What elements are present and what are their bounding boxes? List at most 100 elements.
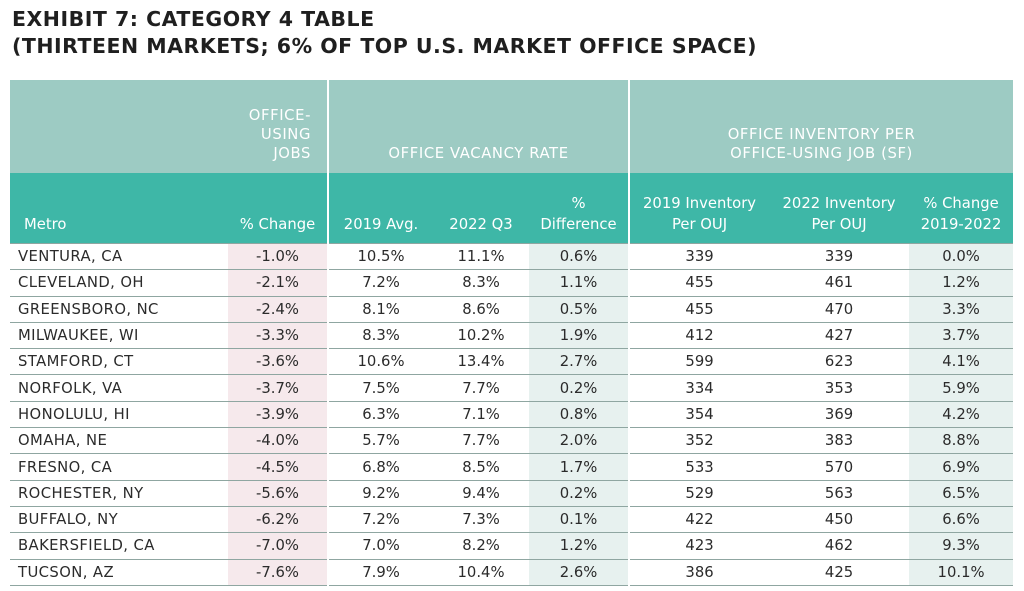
- cell-metro: VENTURA, CA: [10, 242, 228, 271]
- cell-jobs-change: -2.4%: [228, 296, 329, 323]
- cell-vacancy-2019: 7.2%: [327, 269, 434, 297]
- cell-inventory-2019: 412: [628, 322, 770, 350]
- col-header-inventory-change-line-1: % Change: [923, 195, 999, 212]
- cell-inventory-2022: 427: [769, 322, 910, 350]
- cell-vacancy-2022: 8.2%: [433, 532, 530, 560]
- cell-vacancy-2019: 7.9%: [327, 559, 434, 586]
- col-header-2022-inventory-line-1: 2022 Inventory: [782, 195, 896, 212]
- cell-metro: FRESNO, CA: [10, 453, 228, 481]
- cell-vacancy-2019: 5.7%: [327, 427, 434, 455]
- cell-jobs-change: -3.7%: [228, 374, 329, 402]
- col-header-2019-inventory: 2019 Inventory Per OUJ: [628, 173, 770, 244]
- cell-jobs-change: -3.3%: [228, 322, 329, 350]
- cell-vacancy-2022: 8.6%: [433, 296, 530, 323]
- cell-inventory-2022: 461: [769, 269, 910, 297]
- cell-vacancy-2022: 8.5%: [433, 453, 530, 481]
- cell-inventory-2019: 354: [628, 401, 770, 429]
- cell-inventory-change: 5.9%: [909, 374, 1014, 402]
- cell-jobs-change: -7.6%: [228, 559, 329, 586]
- cell-inventory-2022: 470: [769, 296, 910, 323]
- cell-vacancy-2022: 7.3%: [433, 506, 530, 534]
- group-inventory-line-2: OFFICE-USING JOB (SF): [730, 145, 913, 162]
- cell-metro: OMAHA, NE: [10, 427, 228, 455]
- cell-vacancy-2019: 7.5%: [327, 374, 434, 402]
- cell-inventory-2019: 455: [628, 296, 770, 323]
- title-line-1: EXHIBIT 7: CATEGORY 4 TABLE: [12, 7, 375, 31]
- cell-vacancy-difference: 1.2%: [529, 532, 630, 560]
- cell-inventory-2022: 353: [769, 374, 910, 402]
- cell-jobs-change: -1.0%: [228, 242, 329, 271]
- cell-vacancy-difference: 0.1%: [529, 506, 630, 534]
- cell-metro: BAKERSFIELD, CA: [10, 532, 228, 560]
- cell-metro: BUFFALO, NY: [10, 506, 228, 534]
- cell-inventory-2019: 599: [628, 348, 770, 376]
- cell-inventory-2022: 570: [769, 453, 910, 481]
- cell-inventory-2019: 352: [628, 427, 770, 455]
- cell-metro: HONOLULU, HI: [10, 401, 228, 429]
- cell-vacancy-2019: 9.2%: [327, 480, 434, 507]
- group-inventory-line-1: OFFICE INVENTORY PER: [727, 126, 916, 143]
- cell-inventory-change: 6.9%: [909, 453, 1014, 481]
- table-row: NORFOLK, VA -3.7% 7.5% 7.7% 0.2% 334 353 5.9%: [10, 374, 1014, 402]
- col-header-pct-difference: % Difference: [529, 173, 630, 244]
- col-header-2019-avg: 2019 Avg.: [327, 173, 434, 244]
- col-header-2022-inventory: 2022 Inventory Per OUJ: [769, 173, 910, 244]
- table-row: MILWAUKEE, WI -3.3% 8.3% 10.2% 1.9% 412 427 3.7…: [10, 322, 1014, 350]
- cell-vacancy-2019: 7.0%: [327, 532, 434, 560]
- cell-vacancy-2019: 8.3%: [327, 322, 434, 350]
- cell-vacancy-difference: 1.7%: [529, 453, 630, 481]
- cell-jobs-change: -2.1%: [228, 269, 329, 297]
- cell-vacancy-2019: 10.5%: [327, 242, 434, 271]
- cell-inventory-change: 3.7%: [909, 322, 1014, 350]
- cell-vacancy-2019: 8.1%: [327, 296, 434, 323]
- cell-inventory-2019: 422: [628, 506, 770, 534]
- cell-inventory-change: 4.1%: [909, 348, 1014, 376]
- col-header-pct-difference-line-2: Difference: [540, 216, 617, 233]
- table-row: TUCSON, AZ -7.6% 7.9% 10.4% 2.6% 386 425 10.1%: [10, 559, 1014, 586]
- col-header-2022-inventory-line-2: Per OUJ: [811, 216, 867, 233]
- cell-vacancy-difference: 2.6%: [529, 559, 630, 586]
- cell-metro: CLEVELAND, OH: [10, 269, 228, 297]
- group-jobs-line-1: OFFICE-: [248, 107, 312, 124]
- cell-vacancy-2022: 13.4%: [433, 348, 530, 376]
- cell-inventory-change: 4.2%: [909, 401, 1014, 429]
- title-line-2: (THIRTEEN MARKETS; 6% OF TOP U.S. MARKET…: [12, 34, 758, 58]
- cell-inventory-2019: 529: [628, 480, 770, 507]
- cell-vacancy-difference: 2.0%: [529, 427, 630, 455]
- cell-inventory-change: 1.2%: [909, 269, 1014, 297]
- cell-inventory-change: 8.8%: [909, 427, 1014, 455]
- table-row: HONOLULU, HI -3.9% 6.3% 7.1% 0.8% 354 369 4.2%: [10, 401, 1014, 429]
- cell-inventory-change: 9.3%: [909, 532, 1014, 560]
- cell-inventory-2022: 462: [769, 532, 910, 560]
- col-header-2022-q3: 2022 Q3: [433, 173, 530, 244]
- cell-vacancy-difference: 0.5%: [529, 296, 630, 323]
- cell-inventory-2022: 369: [769, 401, 910, 429]
- table-row: BUFFALO, NY -6.2% 7.2% 7.3% 0.1% 422 450 6.6%: [10, 506, 1014, 534]
- group-jobs-line-3: JOBS: [273, 145, 312, 162]
- cell-jobs-change: -3.9%: [228, 401, 329, 429]
- cell-jobs-change: -4.5%: [228, 453, 329, 481]
- cell-inventory-2019: 339: [628, 242, 770, 271]
- exhibit-title: EXHIBIT 7: CATEGORY 4 TABLE (THIRTEEN MA…: [12, 6, 757, 60]
- col-header-metro: Metro: [10, 173, 228, 244]
- cell-vacancy-2022: 7.7%: [433, 427, 530, 455]
- cell-metro: GREENSBORO, NC: [10, 296, 228, 323]
- cell-vacancy-2022: 10.4%: [433, 559, 530, 586]
- table-row: BAKERSFIELD, CA -7.0% 7.0% 8.2% 1.2% 423 462 9.…: [10, 532, 1014, 560]
- group-header-row: OFFICE- USING JOBS OFFICE VACANCY RATE O…: [10, 80, 1014, 173]
- col-header-pct-difference-line-1: %: [571, 195, 586, 212]
- cell-metro: MILWAUKEE, WI: [10, 322, 228, 350]
- column-header-row: Metro % Change 2019 Avg. 2022 Q3 % Diffe…: [10, 173, 1014, 244]
- table-row: OMAHA, NE -4.0% 5.7% 7.7% 2.0% 352 383 8.8%: [10, 427, 1014, 455]
- cell-vacancy-2022: 9.4%: [433, 480, 530, 507]
- cell-inventory-2022: 450: [769, 506, 910, 534]
- cell-metro: TUCSON, AZ: [10, 559, 228, 586]
- group-header-office-using-jobs: OFFICE- USING JOBS: [10, 80, 329, 173]
- table-row: GREENSBORO, NC -2.4% 8.1% 8.6% 0.5% 455 470 3.3…: [10, 296, 1014, 323]
- cell-inventory-change: 0.0%: [909, 242, 1014, 271]
- cell-vacancy-difference: 0.2%: [529, 480, 630, 507]
- cell-vacancy-difference: 0.8%: [529, 401, 630, 429]
- cell-vacancy-difference: 0.6%: [529, 242, 630, 271]
- cell-vacancy-2022: 11.1%: [433, 242, 530, 271]
- cell-inventory-2019: 334: [628, 374, 770, 402]
